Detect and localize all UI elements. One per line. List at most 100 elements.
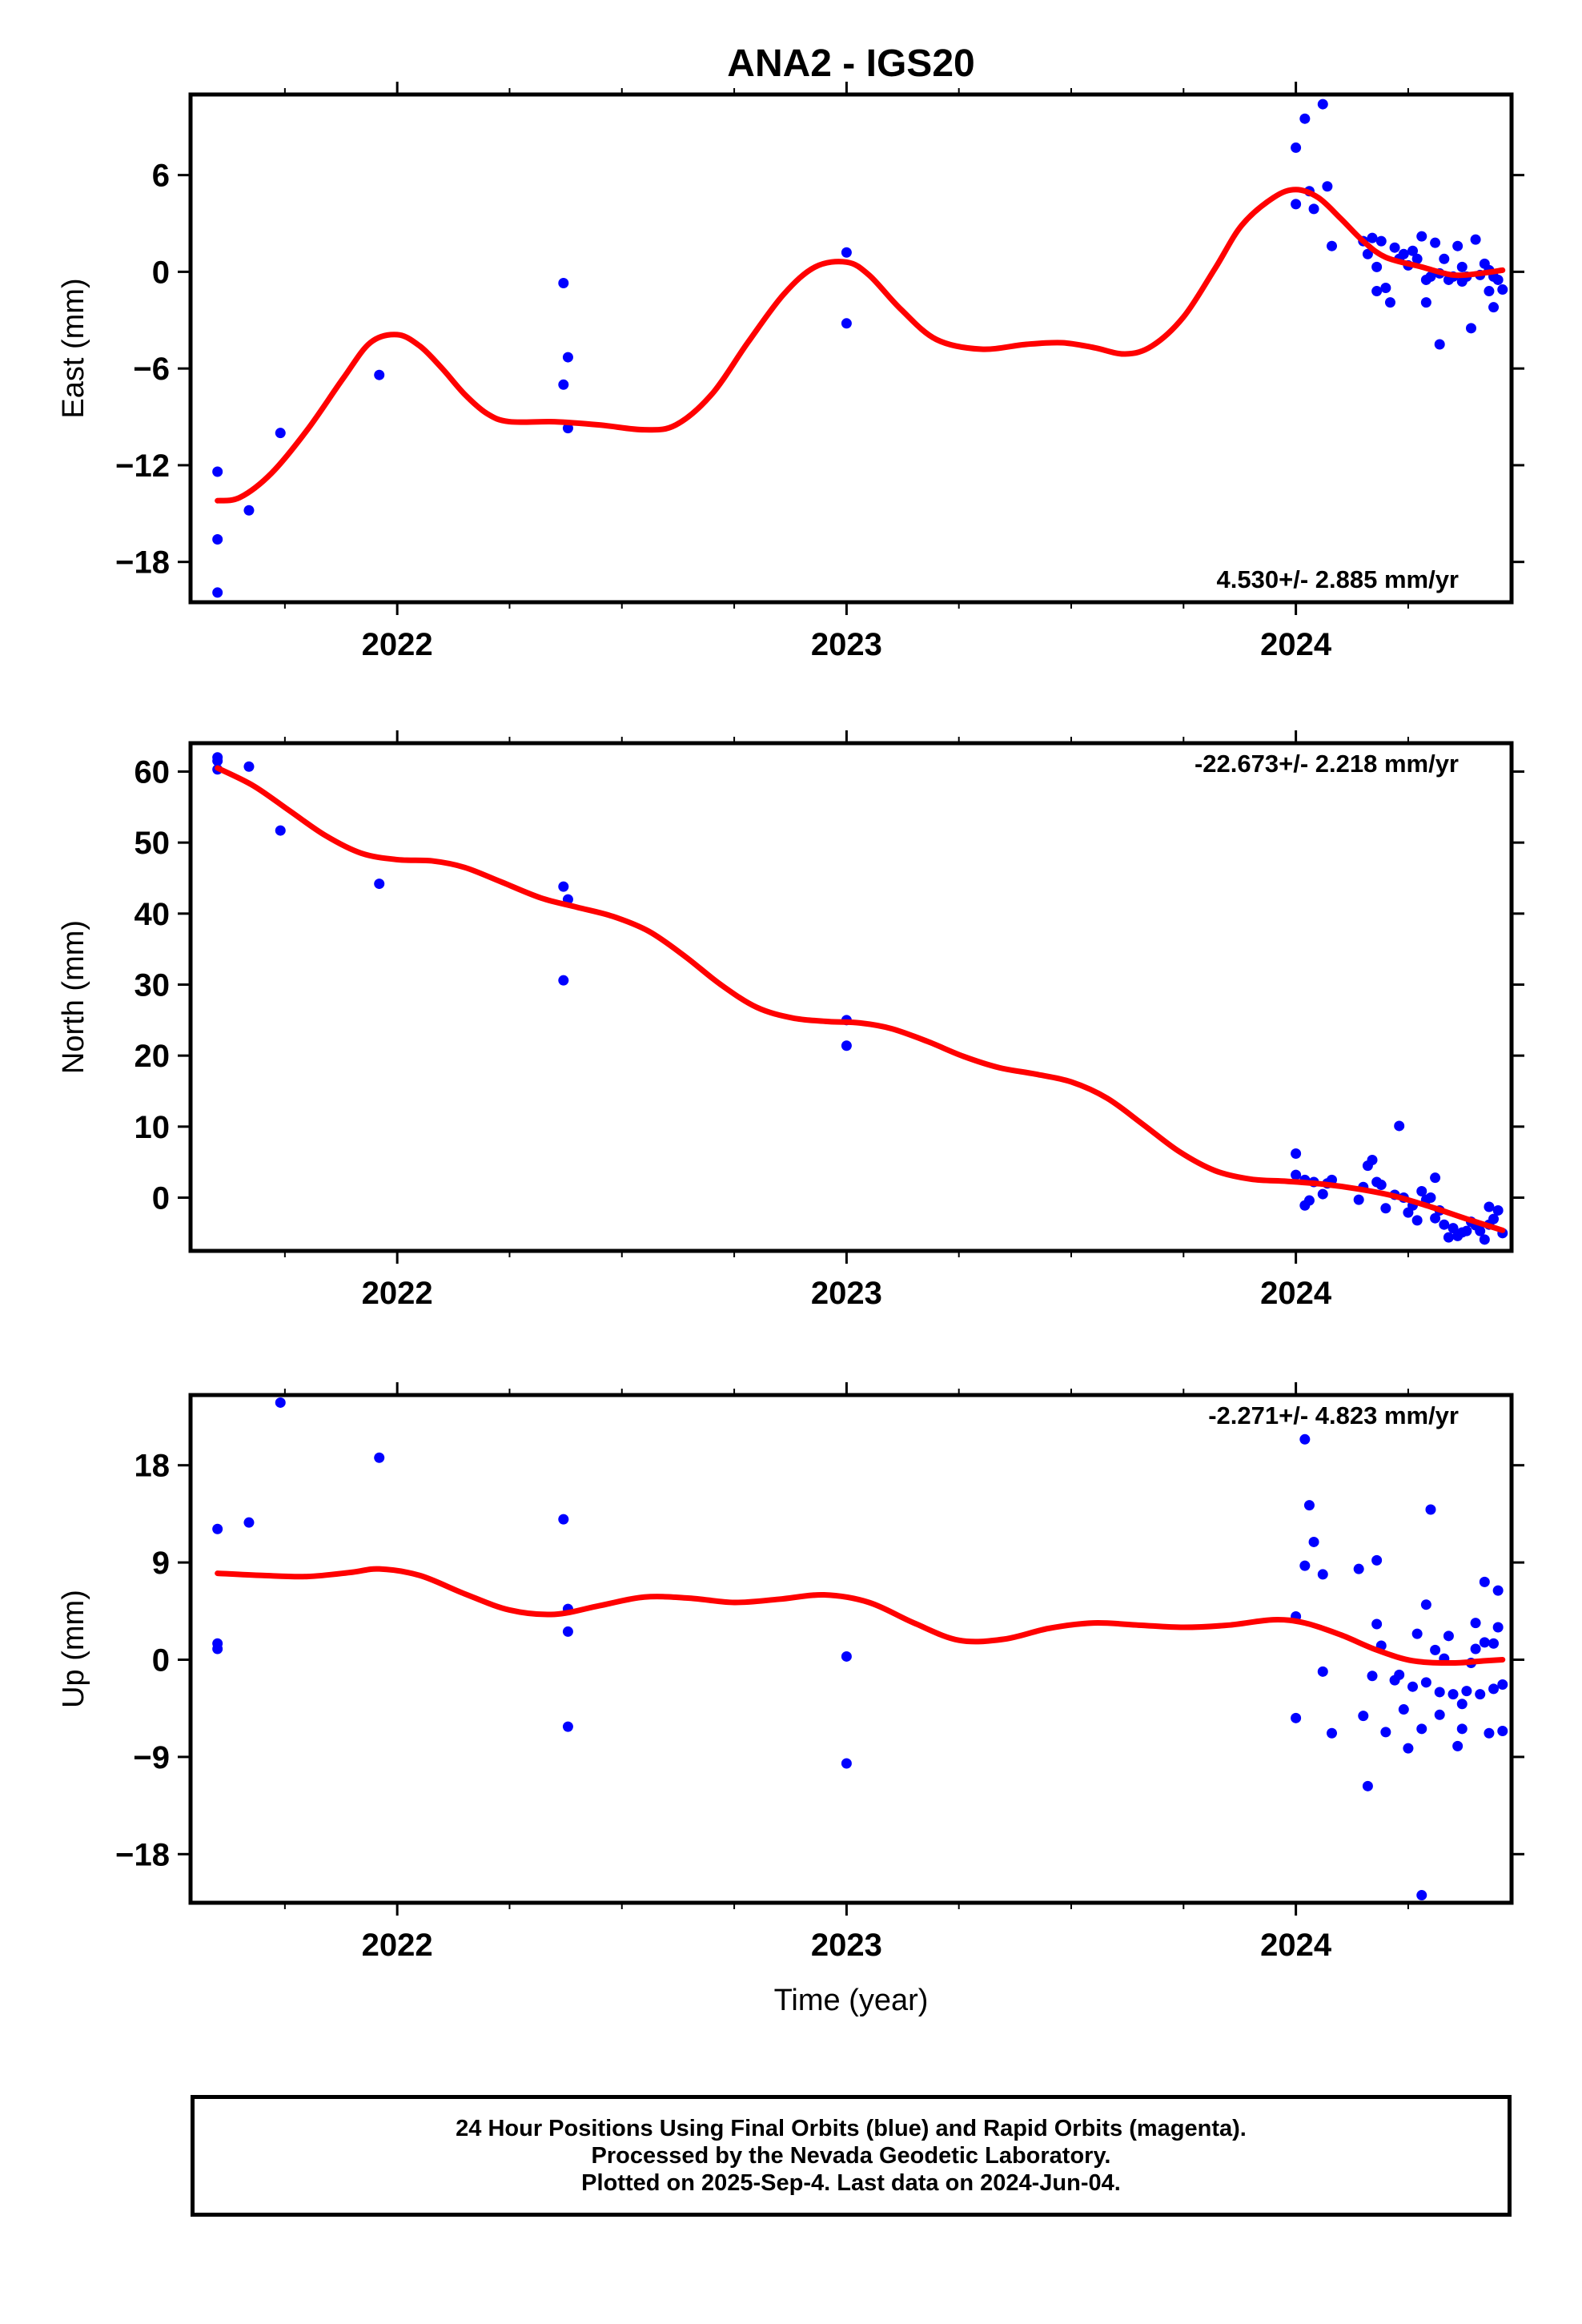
y-tick-label: 0 bbox=[152, 1642, 170, 1678]
data-point bbox=[1389, 242, 1400, 253]
y-tick-label: 30 bbox=[135, 967, 171, 1003]
east-data-layer bbox=[212, 99, 1508, 598]
north-fit-curve bbox=[215, 765, 1506, 1233]
data-point bbox=[841, 1040, 852, 1051]
y-tick-label: −12 bbox=[115, 448, 170, 484]
data-point bbox=[1362, 1780, 1373, 1791]
data-point bbox=[1403, 1743, 1414, 1754]
data-point bbox=[1317, 1569, 1328, 1580]
data-point bbox=[275, 825, 286, 836]
data-point bbox=[1367, 1155, 1378, 1166]
data-point bbox=[275, 428, 286, 439]
data-point bbox=[1362, 248, 1373, 259]
data-point bbox=[212, 466, 223, 477]
data-point bbox=[1394, 1669, 1405, 1680]
data-point bbox=[1488, 1638, 1500, 1649]
data-point bbox=[1353, 1194, 1364, 1205]
data-point bbox=[1394, 1120, 1405, 1132]
x-tick-label: 2024 bbox=[1260, 627, 1332, 662]
data-point bbox=[1371, 286, 1383, 297]
data-point bbox=[1488, 1213, 1500, 1224]
y-tick-label: 50 bbox=[135, 826, 171, 861]
north-data-layer bbox=[212, 752, 1508, 1245]
data-point bbox=[841, 247, 852, 258]
data-point bbox=[1479, 1637, 1490, 1648]
data-point bbox=[243, 761, 255, 772]
data-point bbox=[1380, 1727, 1391, 1738]
data-point bbox=[243, 505, 255, 516]
data-point bbox=[1497, 1679, 1508, 1691]
data-point bbox=[558, 1514, 569, 1525]
data-point bbox=[1416, 1186, 1427, 1197]
data-point bbox=[1430, 1644, 1441, 1655]
y-tick-label: 6 bbox=[152, 159, 170, 194]
data-point bbox=[1416, 1723, 1427, 1735]
data-point bbox=[1479, 1234, 1490, 1245]
north-panel: 2022 2023 2024 60 50 40 30 20 10 0 North (mm) -22.6… bbox=[57, 730, 1524, 1311]
data-point bbox=[1317, 1188, 1328, 1200]
data-point bbox=[558, 881, 569, 892]
data-point bbox=[1452, 1740, 1464, 1751]
data-point bbox=[1484, 1201, 1495, 1212]
y-tick-label: 0 bbox=[152, 255, 170, 290]
data-point bbox=[1497, 1726, 1508, 1737]
data-point bbox=[1398, 248, 1409, 259]
data-point bbox=[1492, 274, 1504, 285]
data-point bbox=[1439, 253, 1450, 264]
data-point bbox=[1367, 1671, 1378, 1682]
data-point bbox=[374, 879, 385, 890]
data-point bbox=[1380, 283, 1391, 294]
data-point bbox=[275, 1397, 286, 1408]
data-point bbox=[1299, 113, 1311, 124]
data-point bbox=[1384, 297, 1395, 308]
footer-line-3: Plotted on 2025-Sep-4. Last data on 2024… bbox=[581, 2170, 1121, 2196]
data-point bbox=[1416, 231, 1427, 242]
data-point bbox=[562, 1721, 573, 1732]
data-point bbox=[1492, 1204, 1504, 1216]
y-tick-label: −9 bbox=[133, 1740, 170, 1775]
data-point bbox=[1470, 234, 1481, 245]
data-point bbox=[1475, 1689, 1486, 1700]
data-point bbox=[1291, 142, 1302, 153]
data-point bbox=[1407, 1681, 1419, 1692]
data-point bbox=[1439, 1219, 1450, 1230]
up-panel: 2022 2023 2024 18 9 0 −9 −18 Up (mm) -2.271+/- 4.… bbox=[57, 1382, 1524, 1963]
x-tick-label: 2024 bbox=[1260, 1928, 1332, 1963]
data-point bbox=[1327, 1727, 1338, 1739]
data-point bbox=[1470, 1618, 1481, 1629]
data-point bbox=[1303, 1500, 1315, 1511]
data-point bbox=[841, 318, 852, 329]
up-y-axis-label: Up (mm) bbox=[57, 1590, 90, 1708]
data-point bbox=[1430, 1172, 1441, 1184]
data-point bbox=[1420, 297, 1431, 308]
data-point bbox=[1456, 1699, 1468, 1710]
data-point bbox=[1430, 1212, 1441, 1224]
data-point bbox=[1411, 1215, 1423, 1226]
data-point bbox=[1407, 245, 1419, 256]
y-tick-label: 60 bbox=[135, 754, 171, 790]
data-point bbox=[1430, 237, 1441, 248]
data-point bbox=[1465, 323, 1476, 334]
x-tick-label: 2022 bbox=[362, 1928, 433, 1963]
data-point bbox=[1475, 1225, 1486, 1236]
data-point bbox=[1322, 181, 1333, 192]
data-point bbox=[1317, 99, 1328, 110]
x-tick-label: 2023 bbox=[811, 1276, 882, 1311]
east-fit-curve bbox=[215, 187, 1506, 504]
data-point bbox=[1291, 1169, 1302, 1180]
data-point bbox=[1380, 1203, 1391, 1214]
data-point bbox=[1479, 1576, 1490, 1587]
data-point bbox=[1371, 261, 1383, 272]
data-point bbox=[1443, 1232, 1454, 1243]
y-tick-label: −18 bbox=[115, 545, 170, 581]
east-panel: 2022 2023 2024 6 0 −6 −12 −18 East (mm) 4.530+/- … bbox=[57, 82, 1524, 662]
data-point bbox=[1416, 1890, 1427, 1901]
data-point bbox=[1367, 232, 1378, 243]
data-point bbox=[243, 1517, 255, 1528]
data-point bbox=[1371, 1618, 1383, 1630]
data-point bbox=[1317, 1666, 1328, 1677]
data-point bbox=[1497, 284, 1508, 296]
data-point bbox=[562, 1626, 573, 1637]
data-point bbox=[212, 755, 223, 766]
data-point bbox=[1452, 240, 1464, 251]
